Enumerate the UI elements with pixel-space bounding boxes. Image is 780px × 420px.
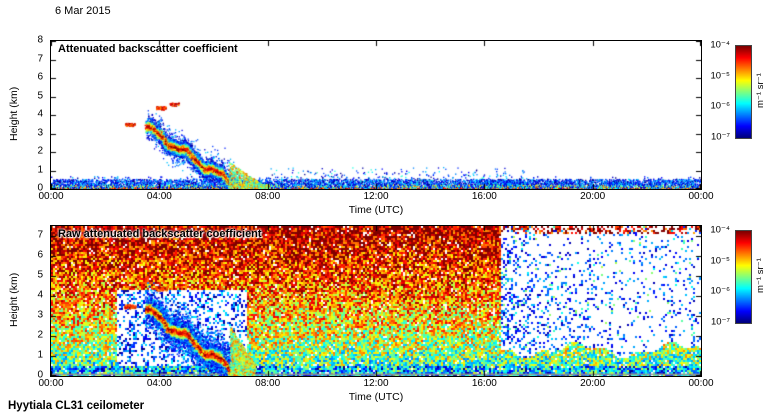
x-tick-label: 00:00 [688, 378, 714, 389]
y-axis-ticks: 8 7 6 5 4 3 2 1 0 [26, 35, 46, 194]
y-tick-label: 6 [37, 71, 43, 83]
colorbar [735, 45, 752, 139]
y-axis-ticks: 7 6 5 4 3 2 1 0 [26, 225, 46, 381]
x-tick-label: 00:00 [38, 191, 64, 202]
colorbar-unit-label: m⁻¹ sr⁻¹ [755, 258, 766, 294]
y-tick-label: 2 [37, 145, 43, 157]
x-tick-label: 08:00 [255, 191, 281, 202]
date-label: 6 Mar 2015 [55, 5, 111, 17]
x-tick-label: 16:00 [471, 378, 497, 389]
colorbar-tick-label: 10⁻⁶ [710, 285, 731, 297]
colorbar-tick-label: 10⁻⁴ [710, 39, 730, 51]
colorbar-tick-label: 10⁻⁴ [710, 224, 730, 236]
y-tick-label: 0 [37, 182, 43, 194]
y-tick-label: 3 [37, 309, 43, 321]
colorbar-unit-label: m⁻¹ sr⁻¹ [755, 73, 766, 109]
colorbar-tick-label: 10⁻⁶ [710, 100, 731, 112]
y-tick-label: 7 [37, 53, 43, 64]
y-tick-label: 4 [37, 108, 43, 120]
x-axis-label: Time (UTC) [348, 391, 404, 403]
x-tick-label: 00:00 [38, 378, 64, 389]
y-tick-label: 7 [37, 229, 43, 241]
x-axis-label: Time (UTC) [348, 204, 404, 216]
colorbar-ticks: 10⁻⁴ 10⁻⁵ 10⁻⁶ 10⁻⁷ [694, 40, 732, 143]
raw-backscatter-heatmap [51, 226, 701, 376]
colorbar-tick-label: 10⁻⁵ [710, 255, 730, 267]
instrument-label: Hyytiala CL31 ceilometer [8, 400, 145, 412]
y-tick-label: 1 [37, 349, 43, 361]
x-tick-label: 16:00 [471, 191, 497, 202]
y-axis-label: Height (km) [8, 272, 20, 328]
y-tick-label: 6 [37, 249, 43, 261]
y-tick-label: 5 [37, 90, 43, 101]
x-axis-ticks: 00:00 04:00 08:00 12:00 16:00 20:00 00:00 [38, 191, 713, 203]
attenuated-backscatter-panel: Attenuated backscatter coefficient [50, 40, 702, 190]
y-tick-label: 8 [37, 34, 43, 46]
y-tick-label: 5 [37, 269, 43, 281]
x-tick-label: 12:00 [363, 191, 389, 202]
colorbar-ticks: 10⁻⁴ 10⁻⁵ 10⁻⁶ 10⁻⁷ [694, 225, 732, 328]
x-axis-ticks: 00:00 04:00 08:00 12:00 16:00 20:00 00:00 [38, 378, 713, 390]
x-tick-label: 04:00 [146, 191, 172, 202]
y-tick-label: 3 [37, 127, 43, 138]
y-tick-label: 4 [37, 289, 43, 301]
y-tick-label: 1 [37, 164, 43, 175]
colorbar-tick-label: 10⁻⁷ [710, 316, 730, 328]
x-tick-label: 12:00 [363, 378, 389, 389]
colorbar [735, 230, 752, 324]
y-tick-label: 0 [37, 369, 43, 381]
x-tick-label: 20:00 [580, 191, 606, 202]
colorbar-tick-label: 10⁻⁷ [710, 131, 730, 143]
x-tick-label: 08:00 [255, 378, 281, 389]
x-tick-label: 04:00 [146, 378, 172, 389]
attenuated-backscatter-heatmap [51, 41, 701, 189]
raw-backscatter-panel: Raw attenuated backscatter coefficient [50, 225, 702, 377]
x-tick-label: 00:00 [688, 191, 714, 202]
x-tick-label: 20:00 [580, 378, 606, 389]
colorbar-tick-label: 10⁻⁵ [710, 70, 730, 82]
y-tick-label: 2 [37, 329, 43, 341]
y-axis-label: Height (km) [8, 86, 20, 142]
